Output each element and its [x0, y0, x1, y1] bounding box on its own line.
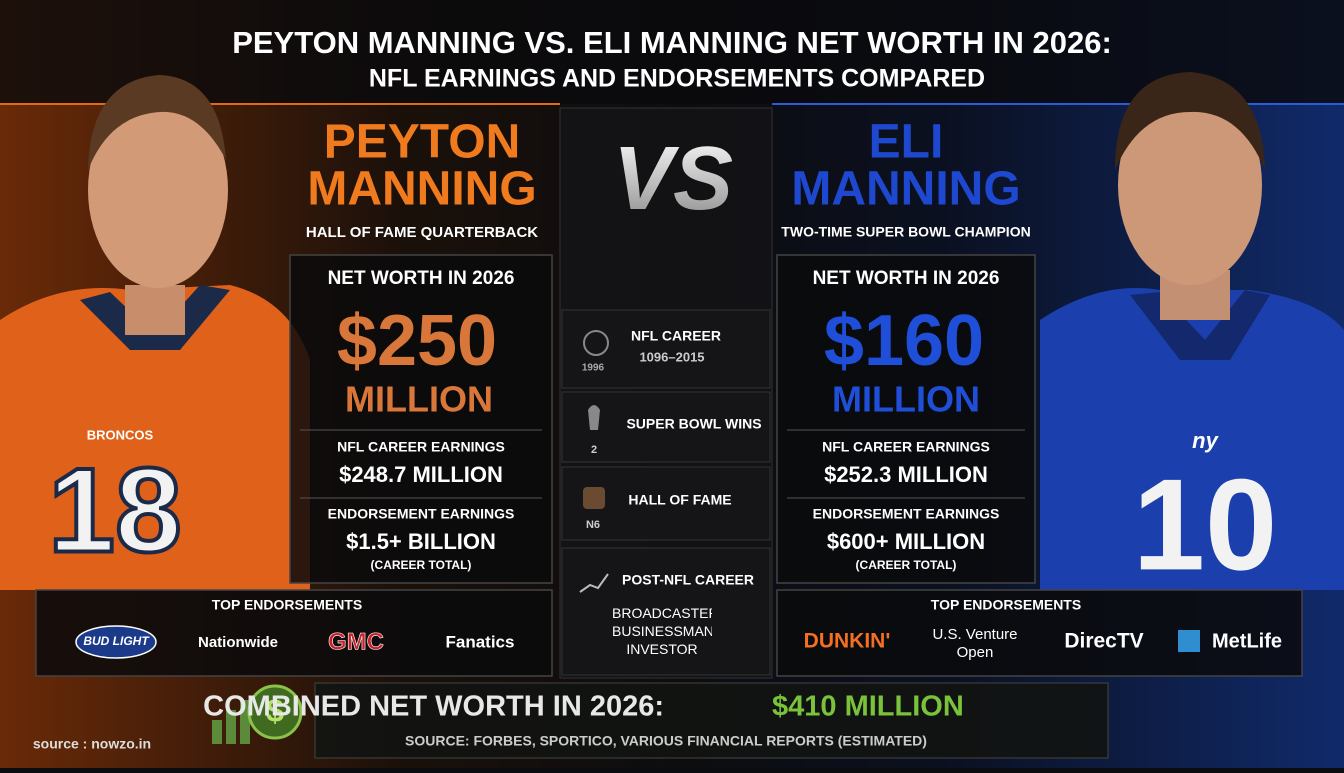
brand: U.S. Venture Open	[932, 626, 1018, 661]
chart-icon	[579, 573, 609, 593]
row-label: SUPER BOWL WINS	[626, 416, 761, 432]
footer-box	[314, 682, 1109, 759]
stats-box	[289, 254, 553, 584]
stat-label: ENDORSEMENT EARNINGS	[813, 506, 1000, 522]
stat-value: $600+ MILLION	[827, 529, 985, 554]
net-worth-unit: MILLION	[345, 379, 493, 420]
jersey-number: 18	[48, 444, 181, 578]
metlife-icon	[1178, 630, 1200, 652]
row-detail: N6	[586, 519, 600, 531]
combined-label: COMBINED NET WORTH IN 2026:	[203, 691, 664, 723]
row-label: HALL OF FAME	[628, 492, 731, 508]
row-detail: BROADCASTER, BUSINESSMAN, INVESTOR	[612, 605, 712, 657]
stat-label: ENDORSEMENT EARNINGS	[328, 506, 515, 522]
brand-wrap: U.S. Venture Open	[932, 626, 1018, 661]
combined-value: $410 MILLION	[772, 691, 964, 723]
jersey-number: 10	[1133, 451, 1278, 597]
icon-text: 1996	[582, 363, 605, 374]
vs: VS	[613, 129, 733, 229]
stat-value: $1.5+ BILLION	[346, 529, 496, 554]
tagline: TWO-TIME SUPER BOWL CHAMPION	[781, 224, 1030, 240]
jersey-team: BRONCOS	[87, 427, 154, 442]
net-worth: $160	[824, 301, 984, 381]
brand: Nationwide	[198, 634, 278, 651]
first-name: PEYTON	[324, 116, 521, 169]
stats-box	[776, 254, 1036, 584]
last-name: MANNING	[791, 163, 1020, 216]
net-worth-unit: MILLION	[832, 379, 980, 420]
brand: DUNKIN'	[804, 630, 891, 653]
net-worth: $250	[337, 301, 497, 381]
jersey-team: ny	[1192, 428, 1219, 453]
row-box	[561, 547, 771, 676]
brands-box	[776, 589, 1303, 677]
brands-title: TOP ENDORSEMENTS	[931, 597, 1081, 613]
row-box	[561, 309, 771, 389]
tagline: HALL OF FAME QUARTERBACK	[306, 224, 538, 241]
brand-badge	[75, 625, 157, 659]
stat-note: (CAREER TOTAL)	[371, 558, 472, 572]
trophy-icon	[588, 405, 600, 430]
hof-icon	[583, 487, 605, 509]
subtitle: NFL EARNINGS AND ENDORSEMENTS COMPARED	[369, 65, 985, 93]
brand: BUD LIGHT	[83, 634, 150, 648]
svg-text:$: $	[266, 692, 284, 728]
stat-label: NET WORTH IN 2026	[813, 268, 1000, 289]
row-label: POST-NFL CAREER	[622, 572, 754, 588]
stat-label: NFL CAREER EARNINGS	[822, 439, 990, 455]
title: PEYTON MANNING VS. ELI MANNING NET WORTH…	[232, 25, 1112, 60]
row-label: NFL CAREER	[631, 328, 721, 344]
site-credit: source : nowzo.in	[33, 736, 151, 752]
eli-figure: ny 10	[1040, 72, 1344, 597]
money-icon: $	[212, 684, 303, 744]
brand: DirecTV	[1064, 630, 1143, 653]
row-detail: 1096–2015	[639, 349, 704, 364]
last-name: MANNING	[307, 163, 536, 216]
brand: Fanatics	[446, 632, 515, 651]
helmet-icon	[583, 330, 609, 356]
source-note: SOURCE: FORBES, SPORTICO, VARIOUS FINANC…	[405, 733, 927, 749]
brand: MetLife	[1212, 630, 1282, 652]
middle-rows: NFL CAREER 1096–2015 1996 SUPER BOWL WIN…	[561, 309, 771, 676]
stat-note: (CAREER TOTAL)	[856, 558, 957, 572]
row-detail-wrap: BROADCASTER, BUSINESSMAN, INVESTOR	[612, 605, 712, 657]
peyton-figure: BRONCOS 18	[0, 75, 310, 590]
stat-label: NFL CAREER EARNINGS	[337, 439, 505, 455]
stat-value: $248.7 MILLION	[339, 462, 503, 487]
stat-value: $252.3 MILLION	[824, 462, 988, 487]
stat-label: NET WORTH IN 2026	[328, 268, 515, 289]
row-detail: 2	[591, 444, 597, 456]
brand: GMC	[328, 628, 384, 655]
brands-title: TOP ENDORSEMENTS	[212, 597, 362, 613]
header-band	[0, 0, 1344, 104]
first-name: ELI	[869, 116, 944, 169]
